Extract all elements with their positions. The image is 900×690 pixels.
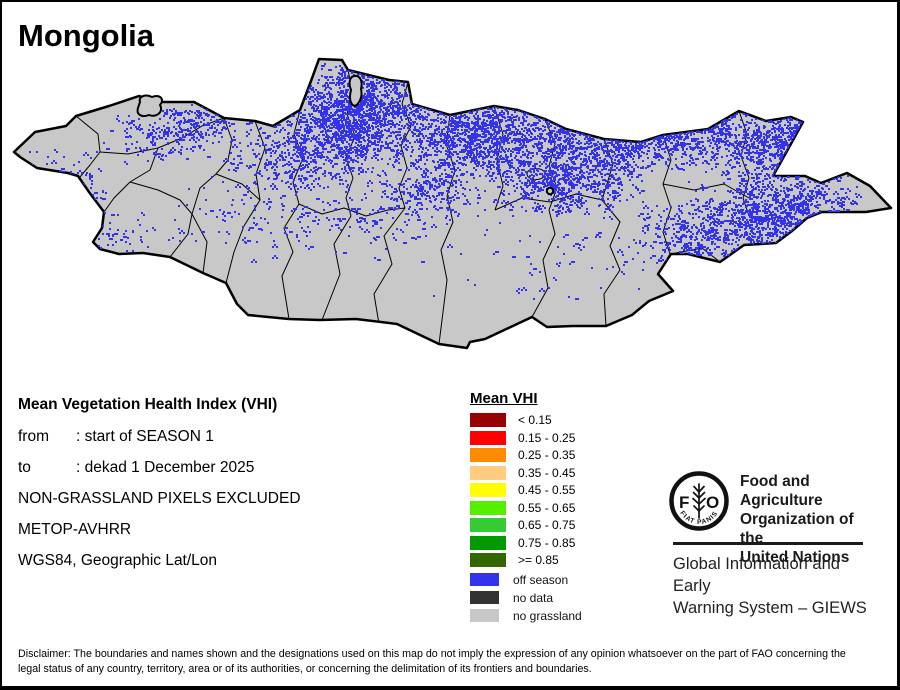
vhi-class-label: 0.15 - 0.25	[518, 430, 576, 445]
info-row-to: to : dekad 1 December 2025	[18, 459, 301, 477]
lake-small	[545, 186, 555, 196]
vhi-class-row: 0.15 - 0.25	[470, 430, 576, 445]
vhi-legend-classes: < 0.15 0.15 - 0.25 0.25 - 0.35 0.35 - 0.45 0…	[470, 413, 575, 567]
vhi-class-row: 0.65 - 0.75	[470, 518, 575, 532]
info-heading: Mean Vegetation Health Index (VHI)	[18, 396, 278, 413]
vhi-class-swatch	[470, 465, 506, 480]
info-note-sensor: METOP-AVHRR	[18, 521, 132, 538]
vhi-class-row: < 0.15	[470, 413, 575, 427]
vhi-class-label: 0.55 - 0.65	[518, 500, 576, 515]
fao-name-line1: Food and Agriculture	[740, 473, 823, 509]
vhi-class-label: 0.65 - 0.75	[518, 518, 576, 532]
giews-line2: Warning System – GIEWS	[673, 599, 867, 617]
extra-class-label: no grassland	[513, 608, 582, 623]
info-note-projection: WGS84, Geographic Lat/Lon	[18, 552, 218, 569]
info-to-label: to	[18, 459, 31, 476]
vhi-class-swatch	[470, 413, 506, 427]
vhi-class-swatch	[470, 430, 506, 445]
lakes	[136, 74, 555, 196]
giews-line1: Global Information and Early	[673, 555, 840, 595]
extra-class-swatch	[470, 591, 499, 604]
vhi-class-row: 0.75 - 0.85	[470, 535, 576, 550]
lake-khovsgol	[348, 74, 363, 108]
extra-class-label: no data	[513, 590, 554, 605]
vhi-class-swatch	[470, 518, 506, 532]
extra-legend: off season no data no grassland	[470, 573, 582, 627]
vhi-class-swatch	[470, 500, 506, 515]
fao-logo-icon: F O FIAT PANIS	[669, 471, 729, 531]
info-from-value: : start of SEASON 1	[76, 428, 214, 445]
vhi-class-label: 0.75 - 0.85	[518, 535, 576, 550]
svg-text:O: O	[706, 493, 719, 512]
svg-text:F: F	[679, 493, 689, 512]
extra-class-row: no grassland	[470, 608, 582, 623]
fao-name: Food and Agriculture Organization of the…	[740, 472, 880, 567]
extra-class-row: off season	[470, 572, 582, 587]
vhi-class-row: 0.45 - 0.55	[470, 483, 575, 497]
vhi-class-swatch	[470, 448, 506, 462]
lake-uvs	[136, 94, 163, 118]
vhi-class-row: >= 0.85	[470, 553, 575, 567]
fao-name-line3: United Nations	[740, 549, 850, 566]
vhi-legend: Mean VHI < 0.15 0.15 - 0.25 0.25 - 0.35 0.3…	[470, 390, 575, 571]
vhi-class-swatch	[470, 553, 506, 567]
country-outline	[12, 57, 893, 350]
vhi-class-label: 0.25 - 0.35	[518, 448, 576, 462]
extra-class-swatch	[470, 609, 499, 622]
disclaimer-text: Disclaimer: The boundaries and names sho…	[18, 648, 846, 675]
extra-class-row: no data	[470, 590, 582, 605]
vhi-class-row: 0.55 - 0.65	[470, 500, 576, 515]
info-row-from: from : start of SEASON 1	[18, 428, 301, 446]
vhi-legend-title: Mean VHI	[470, 390, 538, 407]
info-from-label: from	[18, 428, 49, 445]
vhi-class-swatch	[470, 483, 506, 497]
vhi-class-label: < 0.15	[518, 413, 552, 427]
vhi-class-label: >= 0.85	[518, 553, 559, 567]
mongolia-map	[12, 57, 893, 350]
info-note-exclusion: NON-GRASSLAND PIXELS EXCLUDED	[18, 490, 301, 507]
vhi-class-swatch	[470, 535, 506, 550]
vhi-class-row: 0.25 - 0.35	[470, 448, 575, 462]
extra-class-label: off season	[513, 572, 569, 587]
vhi-class-row: 0.35 - 0.45	[470, 465, 576, 480]
fao-divider	[673, 542, 863, 545]
map-info-block: Mean Vegetation Health Index (VHI) from:…	[18, 396, 301, 583]
vhi-class-label: 0.35 - 0.45	[518, 465, 576, 480]
page-title: Mongolia	[18, 18, 155, 53]
vhi-class-label: 0.45 - 0.55	[518, 483, 576, 497]
giews-text: Global Information and Early Warning Sys…	[673, 553, 880, 619]
info-to-value: : dekad 1 December 2025	[76, 459, 255, 476]
extra-class-swatch	[470, 573, 499, 586]
